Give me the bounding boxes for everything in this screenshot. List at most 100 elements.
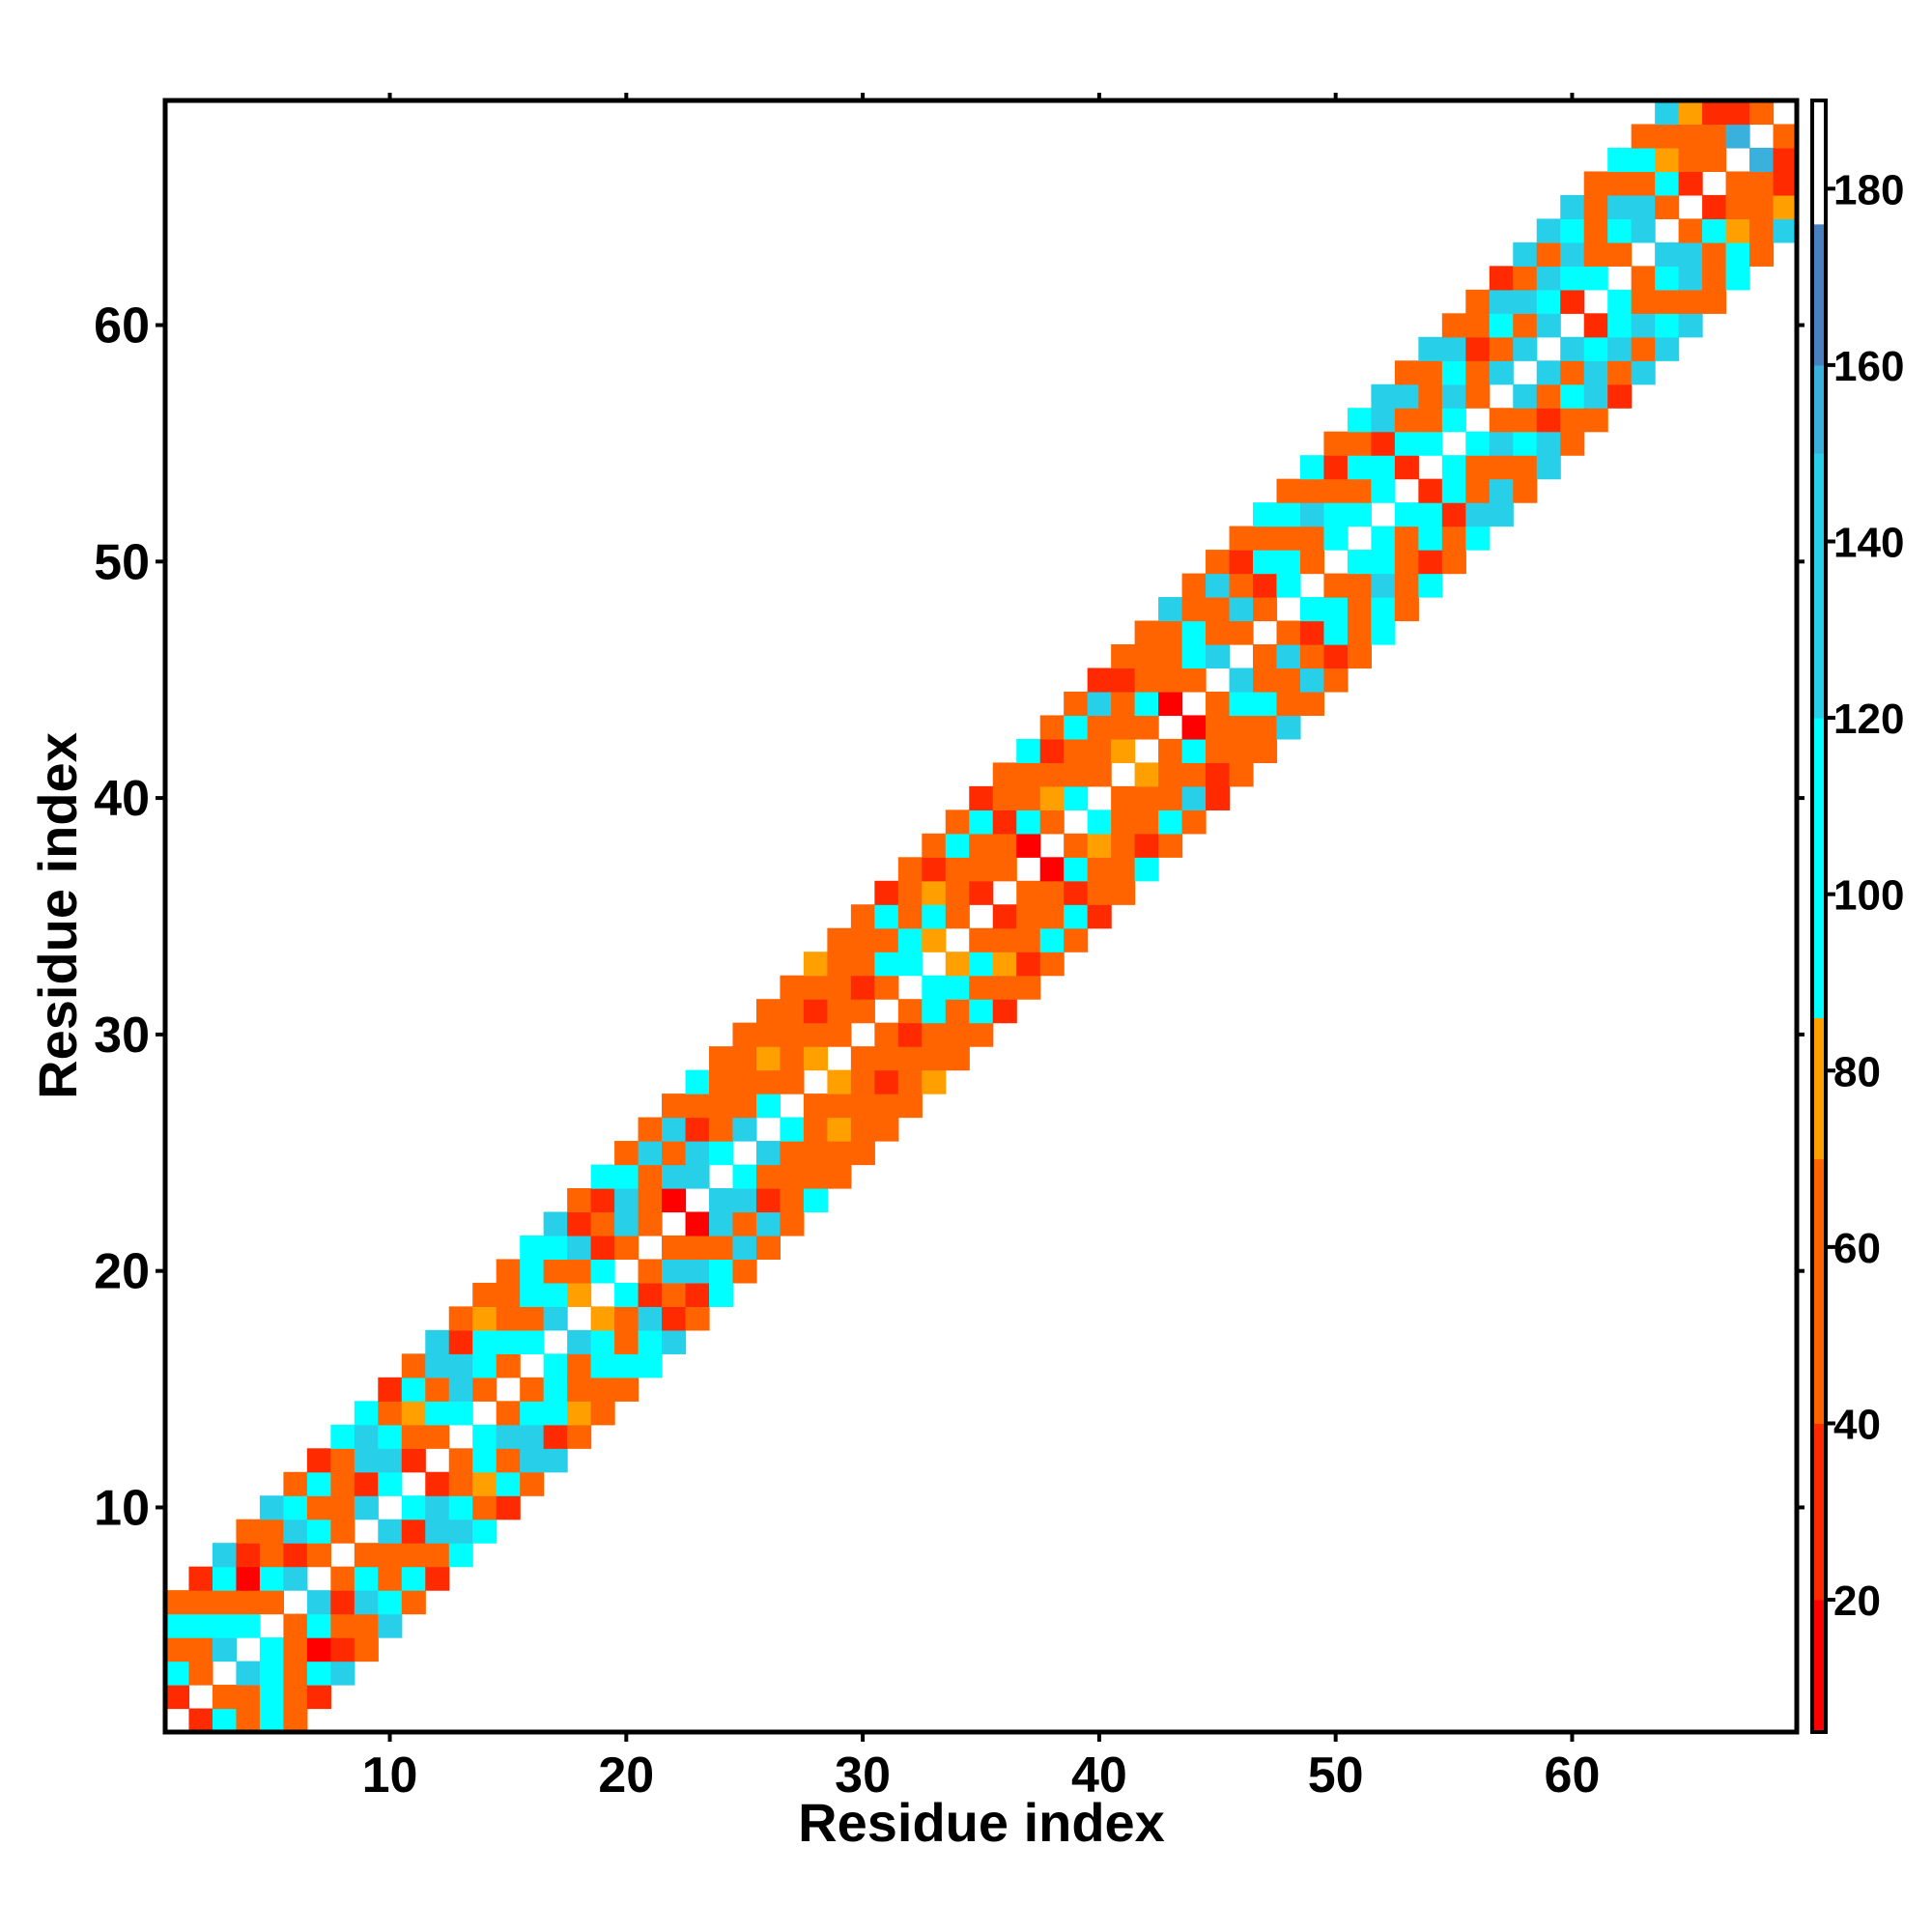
heatmap-cell [897, 904, 923, 929]
heatmap-cell [1678, 289, 1703, 314]
heatmap-cell [1064, 927, 1089, 952]
heatmap-cell [1418, 526, 1443, 551]
heatmap-cell [1418, 408, 1443, 433]
heatmap-cell [1016, 762, 1041, 787]
heatmap-cell [685, 1164, 710, 1189]
heatmap-cell [1655, 313, 1680, 338]
heatmap-cell [472, 1282, 497, 1307]
heatmap-cell [1560, 289, 1585, 314]
heatmap-cell [1465, 313, 1491, 338]
heatmap-cell [401, 1566, 426, 1591]
heatmap-cell [378, 1566, 403, 1591]
heatmap-cell [945, 857, 970, 882]
heatmap-cell [1489, 313, 1514, 338]
heatmap-cell [1394, 526, 1419, 551]
heatmap-cell [1229, 738, 1254, 763]
colorbar-segment [1812, 223, 1826, 366]
heatmap-cell [1134, 857, 1159, 882]
heatmap-cell [662, 1329, 687, 1354]
colorbar-tick-label: 120 [1833, 696, 1904, 743]
heatmap-cell [283, 1661, 308, 1686]
heatmap-cell [1678, 218, 1703, 243]
heatmap-cell [306, 1661, 331, 1686]
heatmap-cell [1678, 100, 1703, 126]
heatmap-cell [1560, 218, 1585, 243]
heatmap-cell [992, 904, 1017, 929]
heatmap-cell [1418, 431, 1443, 456]
heatmap-cell [1583, 266, 1608, 291]
heatmap-cell [590, 1329, 615, 1354]
heatmap-cell [1489, 360, 1514, 385]
heatmap-cell [236, 1708, 261, 1733]
heatmap-cell [1725, 194, 1750, 219]
heatmap-cell [378, 1377, 403, 1402]
heatmap-cell [590, 1306, 615, 1331]
heatmap-cell [1749, 147, 1775, 173]
heatmap-cell [1441, 455, 1466, 480]
heatmap-cell [283, 1613, 308, 1638]
heatmap-cell [1111, 785, 1136, 810]
heatmap-cell [520, 1471, 545, 1496]
heatmap-cell [567, 1377, 592, 1402]
heatmap-cell [1181, 668, 1207, 693]
heatmap-cell [306, 1590, 331, 1615]
heatmap-cell [1441, 502, 1466, 527]
heatmap-cell [1678, 147, 1703, 173]
heatmap-cell [922, 904, 947, 929]
heatmap-cell [1111, 857, 1136, 882]
heatmap-cell [330, 1613, 355, 1638]
heatmap-cell [969, 833, 994, 858]
heatmap-cell [567, 1235, 592, 1261]
heatmap-cell [1181, 738, 1207, 763]
heatmap-cell [992, 999, 1017, 1024]
heatmap-cell [1489, 478, 1514, 503]
heatmap-cell [897, 857, 923, 882]
heatmap-cell [780, 1141, 805, 1166]
heatmap-cell [1158, 785, 1183, 810]
colorbar-segment [1812, 718, 1826, 1018]
heatmap-cell [732, 1235, 757, 1261]
heatmap-cell [448, 1543, 473, 1568]
heatmap-cell [1111, 691, 1136, 717]
heatmap-cell [543, 1377, 568, 1402]
heatmap-cell [685, 1069, 710, 1094]
heatmap-cell [1631, 360, 1656, 385]
heatmap-cell [1206, 573, 1231, 598]
heatmap-cell [1489, 431, 1514, 456]
heatmap-cell [1181, 810, 1207, 835]
heatmap-cell [1111, 833, 1136, 858]
heatmap-cell [614, 1377, 639, 1402]
heatmap-cell [236, 1613, 261, 1638]
heatmap-cell [1276, 573, 1301, 598]
heatmap-cell [543, 1259, 568, 1284]
heatmap-cell [1536, 313, 1561, 338]
heatmap-cell [401, 1495, 426, 1520]
heatmap-cell [1418, 550, 1443, 575]
heatmap-cell [236, 1566, 261, 1591]
heatmap-cell [780, 1117, 805, 1142]
heatmap-cell [897, 999, 923, 1024]
y-axis: 10 20 30 40 50 60 [94, 298, 1804, 1536]
heatmap-cell [590, 1353, 615, 1378]
heatmap-cell [1111, 644, 1136, 669]
heatmap-cell [1299, 620, 1325, 645]
heatmap-cell [1536, 360, 1561, 385]
heatmap-cell [401, 1353, 426, 1378]
heatmap-cell [1206, 550, 1231, 575]
heatmap-cell [590, 1259, 615, 1284]
heatmap-cell [1702, 124, 1727, 149]
heatmap-cell [212, 1685, 238, 1710]
heatmap-cell [1134, 810, 1159, 835]
heatmap-cell [1773, 124, 1798, 149]
heatmap-cell [1347, 502, 1372, 527]
heatmap-cell [1229, 573, 1254, 598]
heatmap-cell [827, 1069, 852, 1094]
heatmap-cell [496, 1282, 521, 1307]
heatmap-cell [1016, 927, 1041, 952]
heatmap-cell [827, 975, 852, 1000]
heatmap-cell [709, 1259, 734, 1284]
heatmap-cell [401, 1448, 426, 1473]
heatmap-cell [543, 1211, 568, 1236]
heatmap-cell [1039, 810, 1065, 835]
heatmap-cell [638, 1282, 663, 1307]
